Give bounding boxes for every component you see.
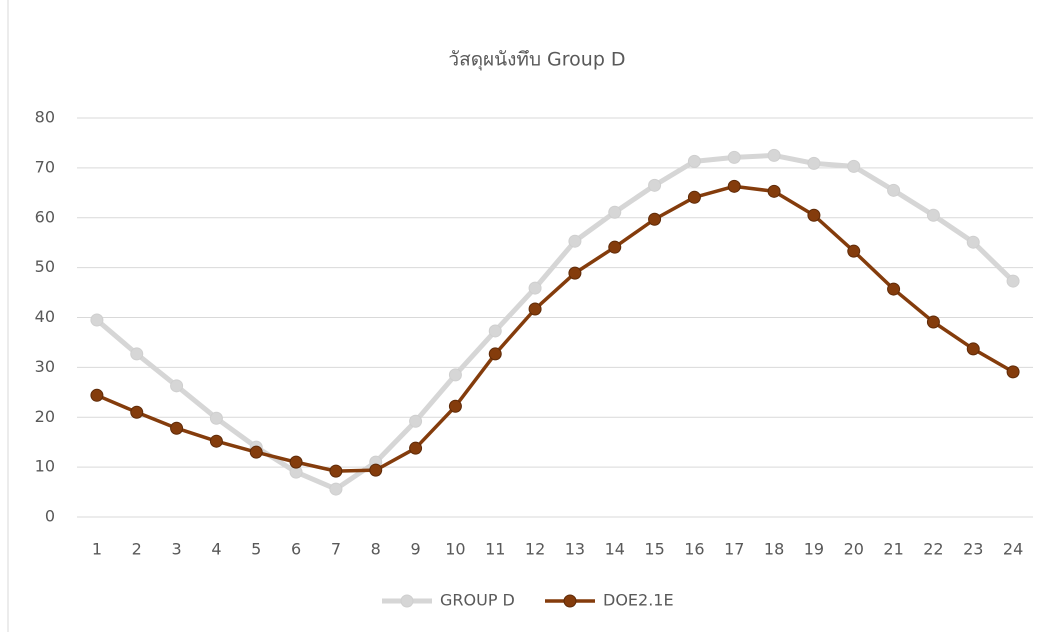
x-tick-label: 10: [445, 540, 465, 559]
data-point: [131, 406, 143, 418]
data-point: [210, 412, 222, 424]
data-point: [489, 325, 501, 337]
data-point: [410, 442, 422, 454]
data-point: [330, 465, 342, 477]
data-point: [131, 348, 143, 360]
data-point: [370, 464, 382, 476]
data-point: [529, 282, 541, 294]
x-tick-label: 14: [605, 540, 625, 559]
x-tick-label: 18: [764, 540, 784, 559]
y-tick-label: 60: [35, 207, 55, 226]
y-tick-label: 70: [35, 157, 55, 176]
data-point: [808, 157, 820, 169]
x-tick-label: 15: [644, 540, 664, 559]
chart-title: วัสดุผนังทึบ Group D: [448, 49, 625, 72]
y-tick-label: 10: [35, 457, 55, 476]
data-point: [768, 149, 780, 161]
data-point: [569, 267, 581, 279]
data-point: [410, 415, 422, 427]
data-point: [330, 483, 342, 495]
data-point: [489, 348, 501, 360]
y-tick-label: 0: [45, 507, 55, 526]
data-point: [91, 314, 103, 326]
data-point: [768, 185, 780, 197]
x-tick-label: 9: [410, 540, 420, 559]
data-point: [290, 456, 302, 468]
y-tick-label: 30: [35, 357, 55, 376]
data-point: [688, 191, 700, 203]
x-tick-label: 16: [684, 540, 704, 559]
y-tick-label: 50: [35, 257, 55, 276]
data-point: [688, 155, 700, 167]
data-point: [728, 180, 740, 192]
legend-marker: [401, 595, 413, 607]
data-point: [91, 389, 103, 401]
x-tick-label: 23: [963, 540, 983, 559]
x-tick-label: 8: [371, 540, 381, 559]
data-point: [529, 303, 541, 315]
data-point: [609, 206, 621, 218]
x-tick-label: 2: [132, 540, 142, 559]
x-tick-label: 7: [331, 540, 341, 559]
data-point: [609, 241, 621, 253]
x-tick-label: 12: [525, 540, 545, 559]
data-point: [649, 213, 661, 225]
legend-label: DOE2.1E: [603, 591, 674, 610]
data-point: [649, 179, 661, 191]
data-point: [927, 316, 939, 328]
data-point: [888, 184, 900, 196]
x-tick-label: 11: [485, 540, 505, 559]
data-point: [250, 446, 262, 458]
x-tick-label: 4: [211, 540, 221, 559]
data-point: [449, 400, 461, 412]
x-tick-label: 22: [923, 540, 943, 559]
data-point: [569, 235, 581, 247]
x-tick-label: 13: [565, 540, 585, 559]
x-tick-label: 21: [883, 540, 903, 559]
data-point: [927, 209, 939, 221]
data-point: [728, 151, 740, 163]
data-point: [171, 422, 183, 434]
data-point: [888, 283, 900, 295]
data-point: [967, 236, 979, 248]
x-tick-label: 19: [804, 540, 824, 559]
chart: วัสดุผนังทึบ Group D 0102030405060708012…: [0, 0, 1052, 632]
x-tick-label: 1: [92, 540, 102, 559]
data-point: [171, 380, 183, 392]
y-tick-label: 20: [35, 407, 55, 426]
data-point: [449, 369, 461, 381]
y-tick-label: 80: [35, 108, 55, 127]
data-point: [1007, 275, 1019, 287]
x-tick-label: 17: [724, 540, 744, 559]
background: [0, 0, 1052, 632]
x-tick-label: 6: [291, 540, 301, 559]
x-tick-label: 5: [251, 540, 261, 559]
data-point: [967, 343, 979, 355]
data-point: [848, 245, 860, 257]
legend-label: GROUP D: [440, 591, 515, 610]
x-tick-label: 24: [1003, 540, 1023, 559]
data-point: [210, 435, 222, 447]
legend-marker: [564, 595, 576, 607]
data-point: [848, 160, 860, 172]
data-point: [1007, 366, 1019, 378]
x-tick-label: 20: [844, 540, 864, 559]
x-tick-label: 3: [171, 540, 181, 559]
y-tick-label: 40: [35, 307, 55, 326]
data-point: [808, 209, 820, 221]
